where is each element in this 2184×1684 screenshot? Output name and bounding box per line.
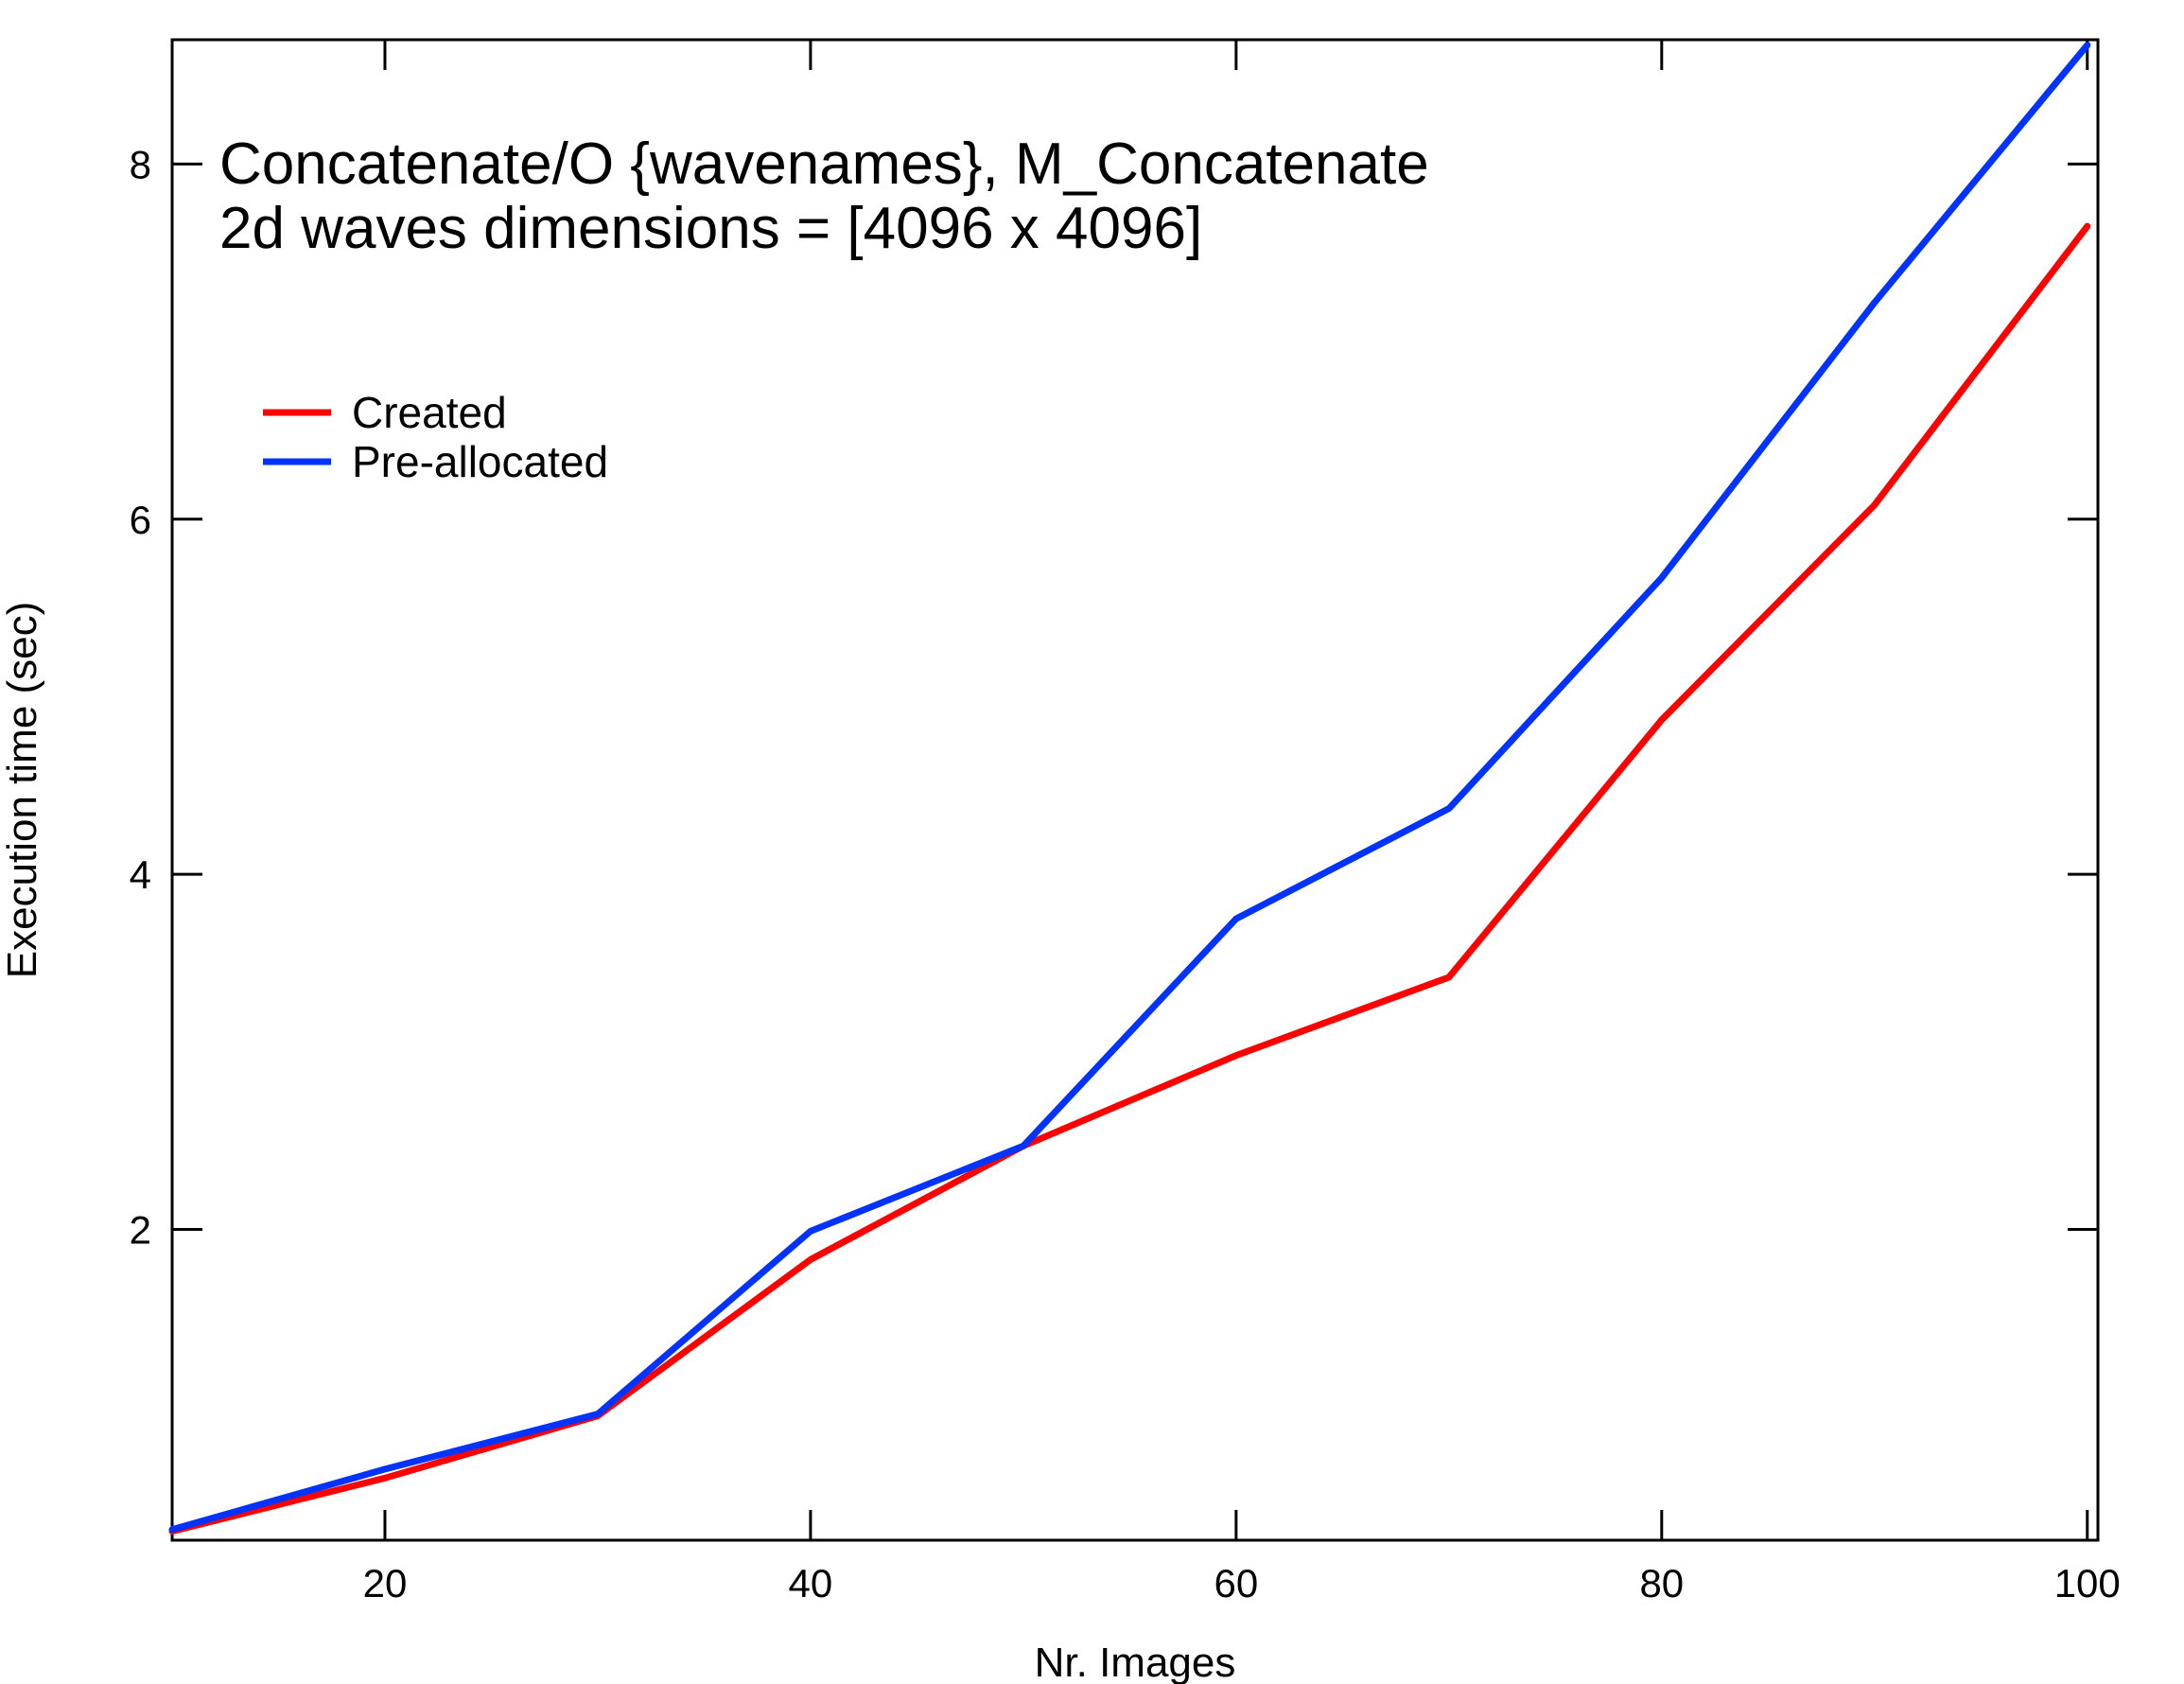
series-line-created [168, 222, 2091, 1535]
x-tick-label-60: 60 [1214, 1561, 1259, 1605]
series-lines [168, 42, 2091, 1535]
plot-frame [170, 38, 2100, 1542]
y-tick-label-6: 6 [130, 498, 151, 542]
x-axis-title: Nr. Images [1035, 1640, 1236, 1684]
x-tick-label-80: 80 [1639, 1561, 1684, 1605]
y-tick-label-4: 4 [130, 852, 151, 897]
series-line-pre-allocated [168, 42, 2091, 1534]
x-tick-label-100: 100 [2054, 1561, 2121, 1605]
y-axis-title: Execution time (sec) [0, 602, 45, 979]
y-tick-label-8: 8 [130, 142, 151, 186]
axis-ticks: 20 40 60 80 100 2 4 6 8 [130, 40, 2121, 1605]
y-tick-label-2: 2 [130, 1208, 151, 1253]
chart-subtitle: 2d waves dimensions = [4096 x 4096] [219, 196, 1202, 261]
legend-label-created: Created [352, 388, 507, 437]
x-tick-label-40: 40 [789, 1561, 833, 1605]
legend-label-pre-allocated: Pre-allocated [352, 437, 608, 486]
chart-title: Concatenate/O {wavenames}, M_Concatenate [219, 132, 1429, 197]
x-tick-label-20: 20 [363, 1561, 408, 1605]
